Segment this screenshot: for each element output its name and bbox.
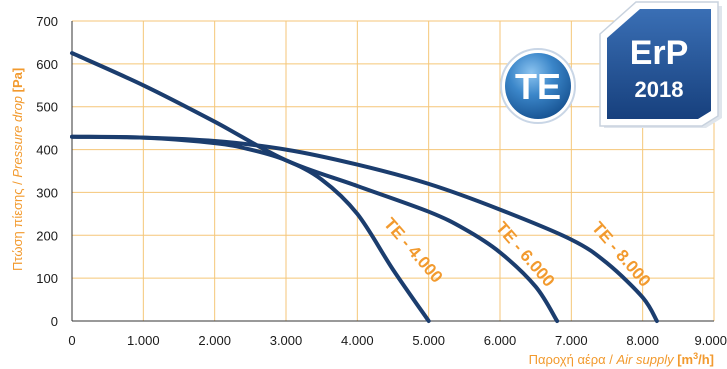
curves [70, 51, 659, 323]
x-axis-title-english: Air supply [616, 352, 676, 367]
te-badge: TE [500, 48, 576, 124]
x-tick-label: 7.000 [555, 333, 588, 348]
x-axis-title-unit-prefix: [m [677, 352, 693, 367]
x-tick-label: 8.000 [626, 333, 659, 348]
y-tick-label: 500 [36, 100, 58, 115]
curve-label-te-4000: TE - 4.000 [380, 214, 446, 286]
y-tick-label: 0 [51, 314, 58, 329]
x-tick-label: 1.000 [127, 333, 160, 348]
y-axis-title: Πτώση πίεσης / Pressure drop [Pa] [10, 68, 25, 271]
curve-te-4-000 [70, 134, 431, 323]
x-tick-label: 3.000 [270, 333, 303, 348]
erp-badge: ErP 2018 [599, 1, 722, 128]
y-axis-title-english: Pressure drop [10, 96, 25, 178]
x-tick-label: 4.000 [341, 333, 374, 348]
x-axis-title-greek: Παροχή αέρα / [529, 352, 617, 367]
erp-badge-year: 2018 [635, 77, 684, 102]
erp-badge-title: ErP [630, 34, 689, 72]
x-tick-label: 2.000 [198, 333, 231, 348]
y-axis-title-unit: [Pa] [10, 68, 25, 93]
y-tick-labels: 0 100 200 300 400 500 600 700 [36, 14, 58, 329]
y-tick-label: 300 [36, 185, 58, 200]
axes [71, 21, 714, 322]
erp-badge-panel [607, 9, 711, 119]
x-tick-label: 9.000 [694, 333, 727, 348]
x-tick-label: 6.000 [484, 333, 517, 348]
y-axis-title-greek: Πτώση πίεσης / [10, 178, 25, 271]
y-tick-label: 600 [36, 57, 58, 72]
x-axis-title-unit-suffix: /h] [698, 352, 714, 367]
y-tick-label: 400 [36, 143, 58, 158]
x-tick-labels: 0 1.000 2.000 3.000 4.000 5.000 6.000 7.000 8.00… [68, 333, 727, 348]
curve-te-6-000 [70, 51, 560, 323]
te-badge-disc [505, 53, 571, 119]
x-axis-title-unit-sup: 3 [693, 351, 698, 361]
x-axis-title: Παροχή αέρα / Air supply [m3/h] [529, 351, 714, 367]
curve-te-8-000 [70, 134, 659, 323]
y-tick-label: 700 [36, 14, 58, 29]
te-badge-text: TE [515, 66, 561, 107]
y-tick-label: 100 [36, 271, 58, 286]
x-tick-label: 0 [68, 333, 75, 348]
x-tick-label: 5.000 [412, 333, 445, 348]
y-tick-label: 200 [36, 228, 58, 243]
